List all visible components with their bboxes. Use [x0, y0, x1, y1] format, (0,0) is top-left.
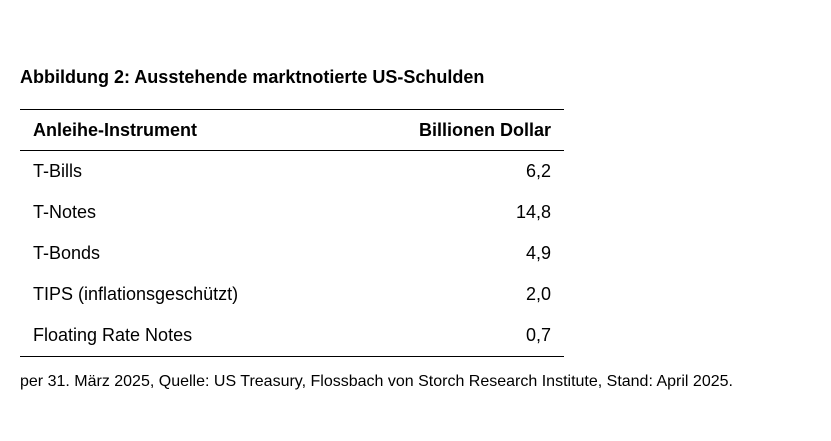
- source-footnote: per 31. März 2025, Quelle: US Treasury, …: [20, 373, 733, 390]
- table-header-row: Anleihe-Instrument Billionen Dollar: [20, 110, 564, 151]
- table-row: TIPS (inflationsgeschützt) 2,0: [20, 274, 564, 315]
- table-row: T-Bills 6,2: [20, 151, 564, 192]
- header-value: Billionen Dollar: [418, 119, 551, 140]
- figure-title: Abbildung 2: Ausstehende marktnotierte U…: [20, 67, 485, 87]
- table-row: Floating Rate Notes 0,7: [20, 315, 564, 356]
- row-instrument: T-Notes: [33, 202, 97, 222]
- row-value: 4,9: [525, 243, 551, 263]
- table-row: T-Bonds 4,9: [20, 233, 564, 274]
- table-row: T-Notes 14,8: [20, 192, 564, 233]
- row-instrument: T-Bonds: [33, 243, 101, 263]
- header-instrument: Anleihe-Instrument: [33, 119, 198, 140]
- row-value: 14,8: [515, 202, 551, 222]
- row-value: 2,0: [525, 284, 551, 304]
- row-value: 0,7: [525, 325, 551, 345]
- debt-table: Anleihe-Instrument Billionen Dollar T-Bi…: [20, 109, 564, 357]
- row-instrument: TIPS (inflationsgeschützt): [33, 284, 239, 304]
- row-instrument: T-Bills: [33, 161, 82, 181]
- row-value: 6,2: [525, 161, 551, 181]
- row-instrument: Floating Rate Notes: [33, 325, 193, 345]
